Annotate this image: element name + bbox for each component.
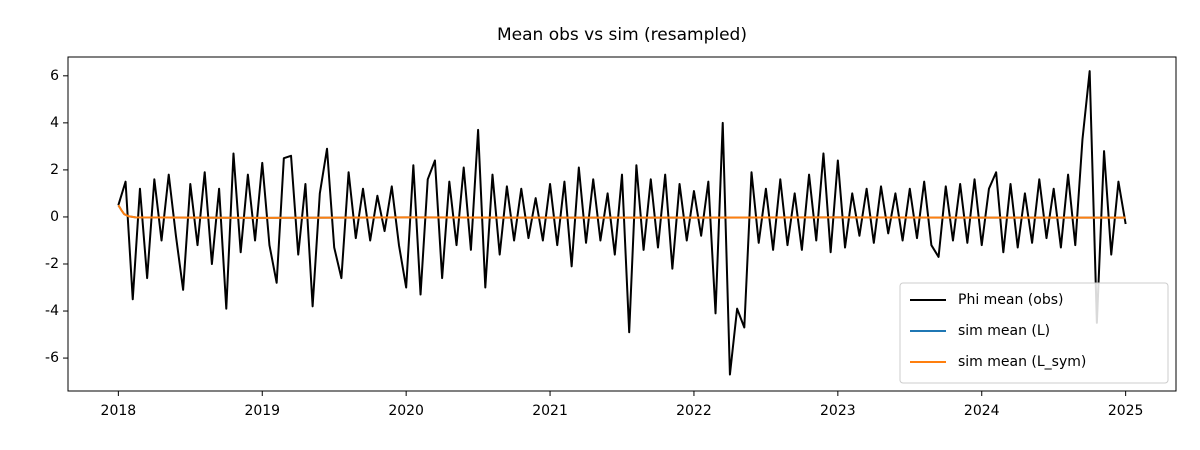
series-line (117, 204, 1126, 219)
chart-title: Mean obs vs sim (resampled) (497, 25, 747, 45)
legend-label: sim mean (L) (958, 323, 1050, 339)
x-tick-label: 2021 (532, 403, 568, 419)
x-tick-label: 2025 (1108, 403, 1144, 419)
x-tick-label: 2018 (101, 403, 137, 419)
x-tick-label: 2022 (676, 403, 712, 419)
y-tick-label: 6 (50, 68, 59, 84)
legend-label: sim mean (L_sym) (958, 354, 1086, 370)
series-line (117, 204, 1126, 219)
y-tick-label: 0 (50, 209, 59, 225)
series-line (117, 70, 1127, 376)
x-tick-label: 2019 (244, 403, 280, 419)
y-tick-label: -4 (45, 303, 59, 319)
legend-box (899, 282, 1169, 384)
plot-frame (67, 56, 1177, 392)
x-tick-label: 2023 (820, 403, 856, 419)
legend-label: Phi mean (obs) (958, 292, 1063, 308)
x-tick-label: 2020 (388, 403, 424, 419)
y-tick-label: 4 (50, 115, 59, 131)
y-tick-label: -2 (45, 256, 59, 272)
y-tick-label: 2 (50, 162, 59, 178)
y-tick-label: -6 (45, 350, 59, 366)
x-tick-label: 2024 (964, 403, 1000, 419)
